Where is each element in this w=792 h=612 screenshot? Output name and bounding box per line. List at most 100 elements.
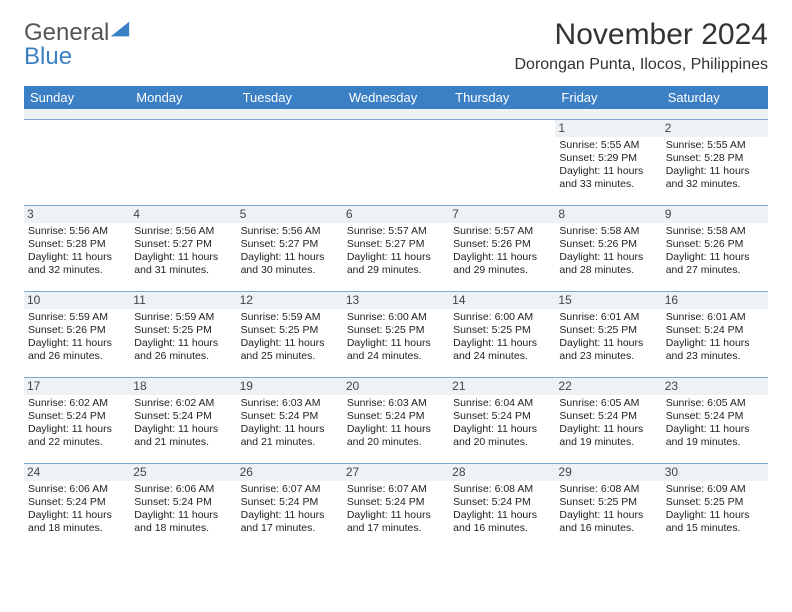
day-number: 24 bbox=[24, 464, 130, 481]
calendar-cell: 24Sunrise: 6:06 AMSunset: 5:24 PMDayligh… bbox=[24, 463, 130, 549]
sunrise-line: Sunrise: 6:07 AM bbox=[241, 483, 339, 496]
daylight-line: Daylight: 11 hours and 28 minutes. bbox=[559, 251, 657, 277]
logo-word-blue: Blue bbox=[24, 43, 72, 70]
weekday-header-row: SundayMondayTuesdayWednesdayThursdayFrid… bbox=[24, 86, 768, 109]
daylight-line: Daylight: 11 hours and 20 minutes. bbox=[453, 423, 551, 449]
calendar-cell: 19Sunrise: 6:03 AMSunset: 5:24 PMDayligh… bbox=[237, 377, 343, 463]
calendar-cell: 2 Sunrise: 5:55 AMSunset: 5:28 PMDaylight… bbox=[662, 119, 768, 205]
daylight-line: Daylight: 11 hours and 24 minutes. bbox=[453, 337, 551, 363]
day-number: 10 bbox=[24, 292, 130, 309]
weekday-header: Saturday bbox=[662, 86, 768, 109]
day-number: 19 bbox=[237, 378, 343, 395]
daylight-line: Daylight: 11 hours and 22 minutes. bbox=[28, 423, 126, 449]
title-block: November 2024 Dorongan Punta, Ilocos, Ph… bbox=[515, 18, 769, 74]
weekday-header: Monday bbox=[130, 86, 236, 109]
calendar-cell-empty: . bbox=[449, 119, 555, 205]
day-number: 26 bbox=[237, 464, 343, 481]
calendar-page: General Blue November 2024 Dorongan Punt… bbox=[0, 0, 792, 567]
calendar-cell: 20Sunrise: 6:03 AMSunset: 5:24 PMDayligh… bbox=[343, 377, 449, 463]
calendar-grid: .....1Sunrise: 5:55 AMSunset: 5:29 PMDay… bbox=[24, 119, 768, 549]
calendar-cell: 7Sunrise: 5:57 AMSunset: 5:26 PMDaylight… bbox=[449, 205, 555, 291]
sunrise-line: Sunrise: 6:01 AM bbox=[559, 311, 657, 324]
calendar-cell: 30Sunrise: 6:09 AMSunset: 5:25 PMDayligh… bbox=[662, 463, 768, 549]
daylight-line: Daylight: 11 hours and 21 minutes. bbox=[134, 423, 232, 449]
calendar-cell-empty: . bbox=[237, 119, 343, 205]
day-number: 17 bbox=[24, 378, 130, 395]
daylight-line: Daylight: 11 hours and 18 minutes. bbox=[28, 509, 126, 535]
sunset-line: Sunset: 5:24 PM bbox=[28, 496, 126, 509]
sunrise-line: Sunrise: 6:05 AM bbox=[559, 397, 657, 410]
calendar-cell: 28Sunrise: 6:08 AMSunset: 5:24 PMDayligh… bbox=[449, 463, 555, 549]
sunrise-line: Sunrise: 5:57 AM bbox=[453, 225, 551, 238]
sunset-line: Sunset: 5:24 PM bbox=[28, 410, 126, 423]
calendar-cell-empty: . bbox=[343, 119, 449, 205]
daylight-line: Daylight: 11 hours and 18 minutes. bbox=[134, 509, 232, 535]
day-number: 7 bbox=[449, 206, 555, 223]
day-number: 2 bbox=[662, 120, 768, 137]
day-number: 22 bbox=[555, 378, 661, 395]
daylight-line: Daylight: 11 hours and 25 minutes. bbox=[241, 337, 339, 363]
calendar-cell-empty: . bbox=[24, 119, 130, 205]
sunrise-line: Sunrise: 6:00 AM bbox=[347, 311, 445, 324]
calendar-cell: 23Sunrise: 6:05 AMSunset: 5:24 PMDayligh… bbox=[662, 377, 768, 463]
sunrise-line: Sunrise: 6:06 AM bbox=[134, 483, 232, 496]
sunrise-line: Sunrise: 6:09 AM bbox=[666, 483, 764, 496]
sunrise-line: Sunrise: 6:03 AM bbox=[241, 397, 339, 410]
weekday-header: Sunday bbox=[24, 86, 130, 109]
sunset-line: Sunset: 5:26 PM bbox=[559, 238, 657, 251]
sunset-line: Sunset: 5:29 PM bbox=[559, 152, 657, 165]
daylight-line: Daylight: 11 hours and 31 minutes. bbox=[134, 251, 232, 277]
daylight-line: Daylight: 11 hours and 29 minutes. bbox=[347, 251, 445, 277]
daylight-line: Daylight: 11 hours and 23 minutes. bbox=[666, 337, 764, 363]
calendar-cell: 1Sunrise: 5:55 AMSunset: 5:29 PMDaylight… bbox=[555, 119, 661, 205]
sunset-line: Sunset: 5:24 PM bbox=[666, 324, 764, 337]
month-title: November 2024 bbox=[515, 18, 769, 52]
sunrise-line: Sunrise: 6:08 AM bbox=[453, 483, 551, 496]
day-number: 25 bbox=[130, 464, 236, 481]
sunrise-line: Sunrise: 5:56 AM bbox=[241, 225, 339, 238]
day-number: 20 bbox=[343, 378, 449, 395]
sunset-line: Sunset: 5:27 PM bbox=[134, 238, 232, 251]
day-number: 16 bbox=[662, 292, 768, 309]
sunrise-line: Sunrise: 5:55 AM bbox=[666, 139, 764, 152]
calendar-cell: 16Sunrise: 6:01 AMSunset: 5:24 PMDayligh… bbox=[662, 291, 768, 377]
day-number: 8 bbox=[555, 206, 661, 223]
calendar-cell: 21Sunrise: 6:04 AMSunset: 5:24 PMDayligh… bbox=[449, 377, 555, 463]
sunset-line: Sunset: 5:24 PM bbox=[134, 496, 232, 509]
calendar-cell: 13Sunrise: 6:00 AMSunset: 5:25 PMDayligh… bbox=[343, 291, 449, 377]
calendar-cell: 18Sunrise: 6:02 AMSunset: 5:24 PMDayligh… bbox=[130, 377, 236, 463]
day-number: 15 bbox=[555, 292, 661, 309]
day-number: 3 bbox=[24, 206, 130, 223]
calendar-cell: 10Sunrise: 5:59 AMSunset: 5:26 PMDayligh… bbox=[24, 291, 130, 377]
calendar-cell: 25 Sunrise: 6:06 AMSunset: 5:24 PMDayligh… bbox=[130, 463, 236, 549]
sunrise-line: Sunrise: 6:08 AM bbox=[559, 483, 657, 496]
day-number: 6 bbox=[343, 206, 449, 223]
sunset-line: Sunset: 5:24 PM bbox=[559, 410, 657, 423]
calendar-cell: 6Sunrise: 5:57 AMSunset: 5:27 PMDaylight… bbox=[343, 205, 449, 291]
day-number: 9 bbox=[662, 206, 768, 223]
daylight-line: Daylight: 11 hours and 17 minutes. bbox=[241, 509, 339, 535]
logo-text: General Blue bbox=[24, 18, 131, 69]
logo: General Blue bbox=[24, 18, 131, 69]
sunset-line: Sunset: 5:27 PM bbox=[347, 238, 445, 251]
day-number: 21 bbox=[449, 378, 555, 395]
calendar-cell: 14Sunrise: 6:00 AMSunset: 5:25 PMDayligh… bbox=[449, 291, 555, 377]
sunset-line: Sunset: 5:25 PM bbox=[347, 324, 445, 337]
day-number: 1 bbox=[555, 120, 661, 137]
weekday-header: Thursday bbox=[449, 86, 555, 109]
logo-triangle-icon bbox=[109, 18, 131, 40]
logo-word-general: General bbox=[24, 19, 109, 46]
header-spacer bbox=[24, 109, 768, 119]
daylight-line: Daylight: 11 hours and 16 minutes. bbox=[453, 509, 551, 535]
sunset-line: Sunset: 5:26 PM bbox=[666, 238, 764, 251]
daylight-line: Daylight: 11 hours and 32 minutes. bbox=[666, 165, 764, 191]
sunset-line: Sunset: 5:28 PM bbox=[28, 238, 126, 251]
sunrise-line: Sunrise: 6:07 AM bbox=[347, 483, 445, 496]
sunset-line: Sunset: 5:24 PM bbox=[453, 410, 551, 423]
sunset-line: Sunset: 5:25 PM bbox=[666, 496, 764, 509]
sunrise-line: Sunrise: 6:03 AM bbox=[347, 397, 445, 410]
daylight-line: Daylight: 11 hours and 26 minutes. bbox=[134, 337, 232, 363]
day-number: 27 bbox=[343, 464, 449, 481]
sunset-line: Sunset: 5:28 PM bbox=[666, 152, 764, 165]
day-number: 29 bbox=[555, 464, 661, 481]
